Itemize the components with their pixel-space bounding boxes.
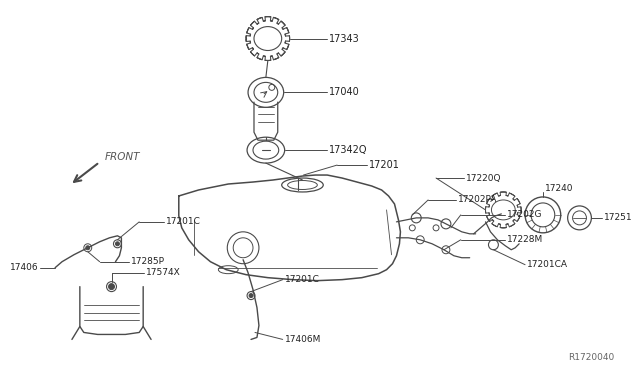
Text: 17406M: 17406M bbox=[285, 335, 321, 344]
Text: 17040: 17040 bbox=[329, 87, 360, 97]
Text: FRONT: FRONT bbox=[104, 152, 140, 162]
Circle shape bbox=[115, 242, 120, 246]
Text: 17285P: 17285P bbox=[131, 257, 165, 266]
Text: 17343: 17343 bbox=[329, 33, 360, 44]
Text: 17251: 17251 bbox=[604, 214, 633, 222]
Text: 17202PA: 17202PA bbox=[458, 195, 497, 205]
Circle shape bbox=[86, 246, 90, 250]
Text: 17201C: 17201C bbox=[285, 275, 319, 284]
Text: 17201: 17201 bbox=[369, 160, 399, 170]
Text: 17240: 17240 bbox=[545, 185, 573, 193]
Text: 17574X: 17574X bbox=[146, 268, 181, 277]
Text: 17228M: 17228M bbox=[508, 235, 543, 244]
Text: R1720040: R1720040 bbox=[568, 353, 614, 362]
Text: 17342Q: 17342Q bbox=[329, 145, 368, 155]
Text: 17201CA: 17201CA bbox=[527, 260, 568, 269]
Text: 17202G: 17202G bbox=[508, 211, 543, 219]
Circle shape bbox=[109, 283, 115, 290]
Text: 17406: 17406 bbox=[10, 263, 38, 272]
Text: 17201C: 17201C bbox=[166, 217, 201, 227]
Circle shape bbox=[249, 294, 253, 298]
Text: 17220Q: 17220Q bbox=[466, 173, 501, 183]
